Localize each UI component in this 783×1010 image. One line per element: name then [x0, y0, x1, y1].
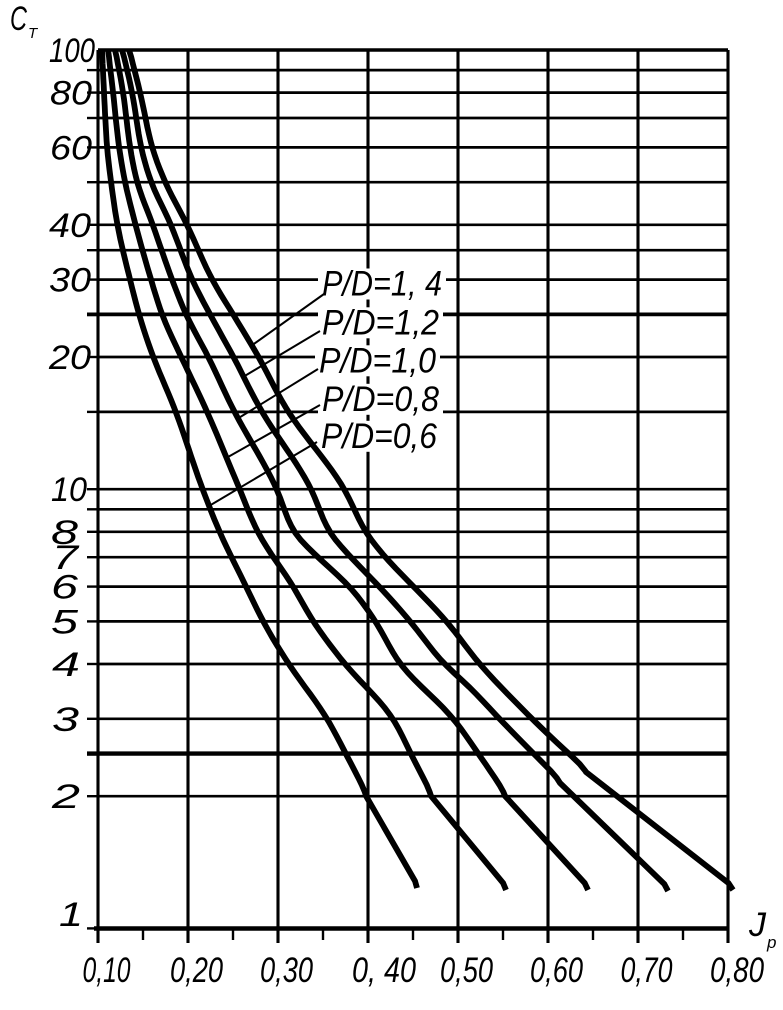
- svg-text:T: T: [28, 25, 39, 42]
- svg-text:p: p: [766, 933, 776, 952]
- svg-text:60: 60: [50, 129, 92, 167]
- svg-text:P/D=1, 4: P/D=1, 4: [322, 265, 442, 304]
- svg-text:4: 4: [52, 646, 80, 684]
- svg-text:P/D=0,8: P/D=0,8: [322, 380, 439, 419]
- svg-text:80: 80: [50, 75, 92, 113]
- svg-text:0,10: 0,10: [83, 951, 131, 990]
- svg-text:40: 40: [49, 207, 91, 245]
- svg-text:5: 5: [51, 603, 78, 641]
- svg-text:P/D=0,6: P/D=0,6: [321, 417, 437, 456]
- svg-text:0,80: 0,80: [710, 951, 764, 990]
- svg-text:0,20: 0,20: [170, 951, 223, 990]
- svg-text:0,50: 0,50: [440, 951, 493, 990]
- svg-text:3: 3: [52, 701, 79, 739]
- svg-text:J: J: [748, 906, 767, 944]
- svg-text:C: C: [10, 0, 27, 38]
- svg-text:1: 1: [59, 896, 83, 934]
- svg-text:0,30: 0,30: [260, 951, 313, 990]
- svg-text:6: 6: [51, 569, 78, 607]
- svg-text:7: 7: [52, 539, 79, 577]
- svg-text:0, 40: 0, 40: [352, 951, 416, 990]
- svg-text:10: 10: [51, 471, 87, 509]
- svg-text:P/D=1,2: P/D=1,2: [322, 303, 439, 342]
- svg-text:0,70: 0,70: [621, 951, 673, 990]
- svg-text:100: 100: [49, 32, 95, 70]
- svg-text:30: 30: [49, 262, 91, 300]
- svg-text:P/D=1,0: P/D=1,0: [319, 341, 436, 380]
- svg-text:0,60: 0,60: [530, 951, 583, 990]
- svg-text:2: 2: [51, 778, 81, 816]
- svg-text:20: 20: [48, 339, 91, 377]
- svg-text:8: 8: [51, 514, 78, 552]
